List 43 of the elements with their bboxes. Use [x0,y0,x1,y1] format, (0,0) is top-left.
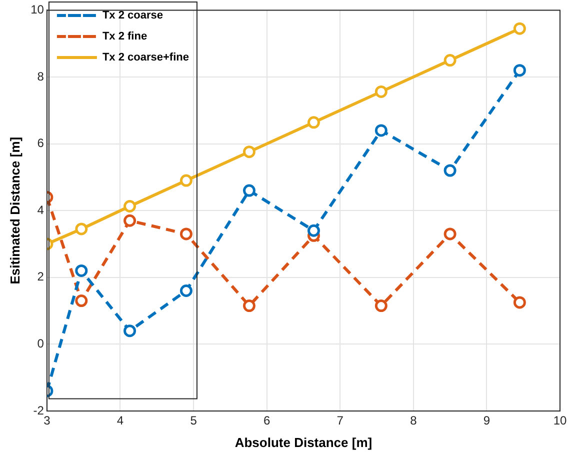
y-tick-label: 6 [37,136,44,150]
point [307,224,320,237]
y-tick-label: 10 [30,2,44,17]
legend-label: Tx 2 fine [102,30,148,43]
point [180,174,192,187]
point [75,222,88,236]
x-tick-label: 9 [483,414,490,428]
y-tick-label: 8 [37,69,44,84]
point [374,85,388,98]
point [75,294,88,308]
y-tick-label: 4 [37,202,44,217]
point [307,116,320,129]
point [374,124,388,137]
x-tick-label: 3 [44,414,51,428]
x-tick-label: 10 [553,414,567,428]
point [513,296,526,309]
y-axis-title: Esitimated Distance [m] [7,136,22,284]
point [513,22,526,35]
point [444,54,456,67]
point [444,164,456,177]
y-tick-label: 2 [37,270,44,284]
point [242,300,256,312]
y-tick-label: 0 [37,336,44,351]
point [124,324,136,338]
point [444,228,456,240]
point [180,284,192,298]
x-tick-label: 6 [263,414,270,428]
x-tick-label: 8 [410,414,418,428]
x-tick-label: 4 [116,414,124,428]
point [242,184,256,197]
x-axis-title: Absolute Distance [m] [234,434,372,450]
point [513,64,526,77]
x-tick-label: 7 [336,414,344,428]
point [124,200,136,213]
point [242,146,256,158]
point [180,228,192,240]
legend-label: Tx 2 coarse+fine [102,52,189,64]
y-tick-label: -2 [33,403,44,418]
x-tick-label: 5 [190,414,198,428]
legend-label: Tx 2 coarse [102,10,163,22]
point [75,264,88,277]
point [374,300,388,312]
point [124,214,136,227]
